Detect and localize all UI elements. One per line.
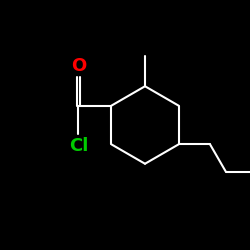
Text: Cl: Cl	[69, 136, 88, 154]
Text: O: O	[71, 57, 86, 74]
